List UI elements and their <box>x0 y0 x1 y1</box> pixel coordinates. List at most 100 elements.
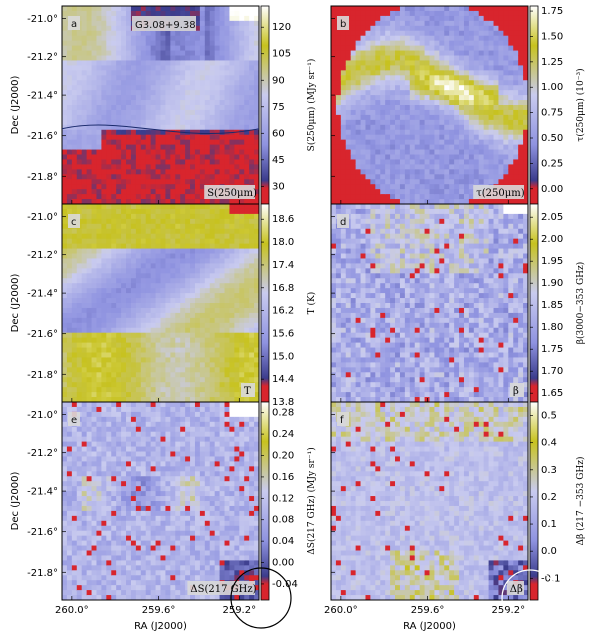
heatmap-cell <box>508 10 514 17</box>
heatmap-cell <box>140 238 147 245</box>
heatmap-cell <box>350 100 357 106</box>
heatmap-cell <box>350 25 357 32</box>
heatmap-cell <box>219 199 226 204</box>
heatmap-cell <box>209 347 216 354</box>
heatmap-cell <box>439 65 445 71</box>
heatmap-cell <box>101 80 107 86</box>
heatmap-cell <box>335 169 342 175</box>
panel-letter: b <box>340 19 346 30</box>
heatmap-cell <box>86 199 93 204</box>
heatmap-cell <box>449 90 455 96</box>
heatmap-cell <box>209 149 216 156</box>
heatmap-cell <box>249 243 255 250</box>
heatmap-cell <box>111 40 117 47</box>
heatmap-cell <box>224 303 231 309</box>
heatmap-cell <box>229 253 235 260</box>
heatmap-cell <box>190 387 196 393</box>
heatmap-cell <box>209 30 216 37</box>
heatmap-cell <box>390 129 396 136</box>
heatmap-cell <box>106 312 112 319</box>
heatmap-cell <box>454 80 460 86</box>
heatmap-cell <box>340 189 347 195</box>
heatmap-cell <box>449 164 455 170</box>
heatmap-cell <box>101 55 107 62</box>
heatmap-cell <box>121 268 127 274</box>
heatmap-cell <box>234 119 240 126</box>
heatmap-cell <box>180 238 186 245</box>
heatmap-cell <box>121 105 127 111</box>
heatmap-cell <box>234 382 240 388</box>
heatmap-cell <box>434 35 440 42</box>
heatmap-cell <box>101 90 107 96</box>
heatmap-cell <box>523 65 528 71</box>
heatmap-cell <box>160 45 167 52</box>
heatmap-cell <box>165 40 171 47</box>
heatmap-cell <box>478 179 485 185</box>
heatmap-cell <box>214 159 221 165</box>
heatmap-cell <box>478 45 485 52</box>
heatmap-cell <box>498 30 504 37</box>
heatmap-cell <box>165 332 171 339</box>
heatmap-cell <box>121 258 127 264</box>
heatmap-cell <box>209 293 216 299</box>
heatmap-cell <box>209 357 216 363</box>
heatmap-cell <box>165 10 171 17</box>
heatmap-cell <box>160 392 167 398</box>
heatmap-cell <box>385 30 391 37</box>
heatmap-cell <box>463 55 470 62</box>
heatmap-cell <box>101 218 107 225</box>
heatmap-cell <box>66 189 73 195</box>
heatmap-cell <box>194 392 201 398</box>
heatmap-cell <box>81 382 88 388</box>
heatmap-cell <box>214 312 221 319</box>
heatmap-cell <box>150 233 157 240</box>
heatmap-cell <box>229 204 235 210</box>
heatmap-cell <box>199 80 206 86</box>
heatmap-cell <box>91 228 98 235</box>
heatmap-cell <box>385 199 391 204</box>
heatmap-cell <box>145 80 152 86</box>
heatmap-cell <box>483 85 490 91</box>
heatmap-cell <box>434 124 440 131</box>
heatmap-cell <box>390 134 396 141</box>
heatmap-cell <box>62 263 68 269</box>
heatmap-cell <box>254 149 259 156</box>
heatmap-cell <box>76 387 83 393</box>
heatmap-cell <box>439 90 445 96</box>
heatmap-cell <box>498 80 504 86</box>
heatmap-cell <box>444 159 450 165</box>
heatmap-cell <box>199 322 206 329</box>
heatmap-cell <box>209 392 216 398</box>
heatmap-cell <box>204 278 211 284</box>
heatmap-cell <box>96 65 102 71</box>
heatmap-cell <box>66 129 73 136</box>
heatmap-cell <box>229 139 235 146</box>
heatmap-cell <box>180 85 186 91</box>
heatmap-cell <box>419 154 426 161</box>
heatmap-cell <box>130 174 137 180</box>
heatmap-cell <box>160 312 167 319</box>
y-tick-label: -21.4° <box>27 289 58 300</box>
heatmap-cell <box>150 288 157 294</box>
heatmap-cell <box>81 337 88 344</box>
heatmap-cell <box>81 377 88 383</box>
heatmap-cell <box>96 75 102 81</box>
heatmap-cell <box>76 204 83 210</box>
heatmap-cell <box>350 65 357 71</box>
heatmap-cell <box>180 199 186 204</box>
heatmap-cell <box>355 10 362 17</box>
heatmap-cell <box>66 199 73 204</box>
heatmap-cell <box>101 243 107 250</box>
heatmap-cell <box>449 95 455 101</box>
heatmap-cell <box>439 80 445 86</box>
heatmap-cell <box>160 65 167 71</box>
heatmap-cell <box>130 362 137 368</box>
heatmap-cell <box>160 362 167 368</box>
heatmap-cell <box>126 303 132 309</box>
heatmap-cell <box>76 199 83 204</box>
heatmap-cell <box>404 100 411 106</box>
heatmap-cell <box>199 278 206 284</box>
heatmap-cell <box>121 293 127 299</box>
heatmap-cell <box>135 65 142 71</box>
heatmap-cell <box>478 129 485 136</box>
